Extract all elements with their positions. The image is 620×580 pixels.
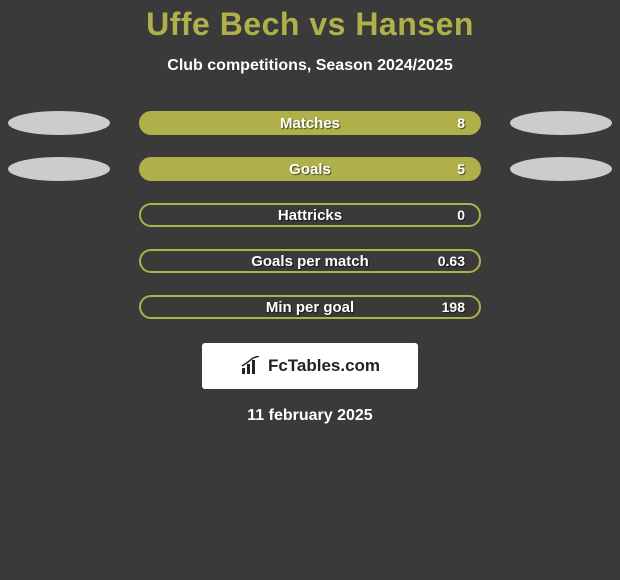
stat-row: Hattricks 0 [0,203,620,227]
stat-row: Min per goal 198 [0,295,620,319]
date-label: 11 february 2025 [247,407,372,425]
logo: FcTables.com [202,343,418,389]
right-ellipse [510,157,612,181]
stat-value: 0.63 [438,253,465,269]
stat-bar: Goals per match 0.63 [139,249,481,273]
stat-row: Goals 5 [0,157,620,181]
logo-text: FcTables.com [268,356,380,376]
stat-label: Goals [289,161,331,178]
left-ellipse [8,157,110,181]
stat-label: Matches [280,115,340,132]
left-ellipse [8,111,110,135]
stat-label: Goals per match [251,253,369,270]
stat-value: 5 [457,161,465,177]
right-ellipse [510,111,612,135]
stat-bar: Goals 5 [139,157,481,181]
stat-row: Matches 8 [0,111,620,135]
chart-icon [240,356,262,376]
stat-bar: Matches 8 [139,111,481,135]
stat-bar: Min per goal 198 [139,295,481,319]
stats-container: Matches 8 Goals 5 Hattricks 0 Goals per match 0… [0,111,620,319]
stat-label: Min per goal [266,299,354,316]
stat-label: Hattricks [278,207,342,224]
stat-bar: Hattricks 0 [139,203,481,227]
page-title: Uffe Bech vs Hansen [146,6,474,43]
stat-value: 8 [457,115,465,131]
stat-value: 198 [442,299,465,315]
stat-value: 0 [457,207,465,223]
stat-row: Goals per match 0.63 [0,249,620,273]
subtitle: Club competitions, Season 2024/2025 [167,57,452,75]
